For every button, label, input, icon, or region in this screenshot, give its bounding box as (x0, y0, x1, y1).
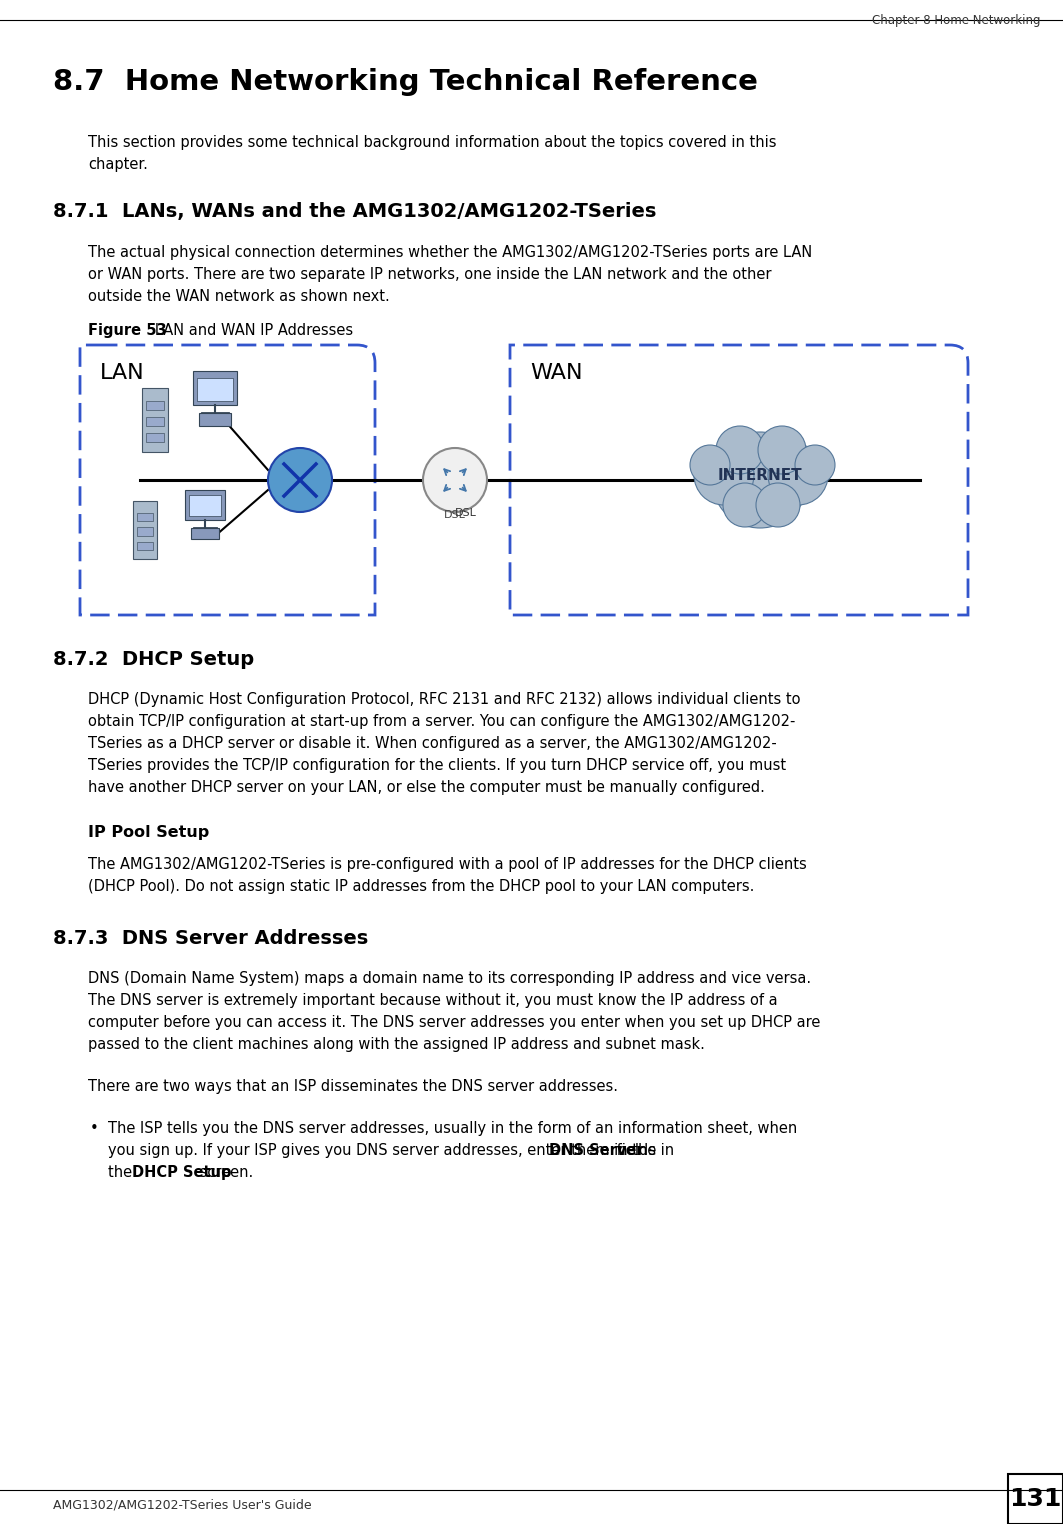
Text: The ISP tells you the DNS server addresses, usually in the form of an informatio: The ISP tells you the DNS server address… (108, 1122, 797, 1135)
Text: •: • (90, 1122, 99, 1135)
Text: outside the WAN network as shown next.: outside the WAN network as shown next. (88, 290, 390, 303)
Text: LAN and WAN IP Addresses: LAN and WAN IP Addresses (141, 323, 353, 338)
Circle shape (423, 448, 487, 512)
Text: TSeries provides the TCP/IP configuration for the clients. If you turn DHCP serv: TSeries provides the TCP/IP configuratio… (88, 757, 787, 773)
Text: DHCP (Dynamic Host Configuration Protocol, RFC 2131 and RFC 2132) allows individ: DHCP (Dynamic Host Configuration Protoco… (88, 692, 800, 707)
Text: computer before you can access it. The DNS server addresses you enter when you s: computer before you can access it. The D… (88, 1015, 821, 1030)
Text: DHCP Setup: DHCP Setup (132, 1164, 231, 1180)
Text: This section provides some technical background information about the topics cov: This section provides some technical bac… (88, 136, 776, 149)
Text: 8.7.1  LANs, WANs and the AMG1302/AMG1202-TSeries: 8.7.1 LANs, WANs and the AMG1302/AMG1202… (53, 203, 656, 221)
Text: WAN: WAN (530, 363, 583, 383)
Bar (199, 413, 231, 427)
Text: have another DHCP server on your LAN, or else the computer must be manually conf: have another DHCP server on your LAN, or… (88, 780, 765, 796)
Text: chapter.: chapter. (88, 157, 148, 172)
Circle shape (268, 448, 332, 512)
Text: (DHCP Pool). Do not assign static IP addresses from the DHCP pool to your LAN co: (DHCP Pool). Do not assign static IP add… (88, 879, 755, 895)
Bar (146, 433, 164, 442)
Text: The DNS server is extremely important because without it, you must know the IP a: The DNS server is extremely important be… (88, 994, 778, 1007)
Text: passed to the client machines along with the assigned IP address and subnet mask: passed to the client machines along with… (88, 1036, 705, 1052)
Bar (137, 512, 153, 521)
Circle shape (690, 445, 730, 485)
Circle shape (767, 445, 828, 504)
Text: obtain TCP/IP configuration at start-up from a server. You can configure the AMG: obtain TCP/IP configuration at start-up … (88, 715, 795, 728)
Text: 8.7.2  DHCP Setup: 8.7.2 DHCP Setup (53, 651, 254, 669)
Circle shape (758, 427, 806, 474)
Text: fields in: fields in (612, 1143, 674, 1158)
Text: 8.7.3  DNS Server Addresses: 8.7.3 DNS Server Addresses (53, 930, 368, 948)
Text: or WAN ports. There are two separate IP networks, one inside the LAN network and: or WAN ports. There are two separate IP … (88, 267, 772, 282)
Text: The AMG1302/AMG1202-TSeries is pre-configured with a pool of IP addresses for th: The AMG1302/AMG1202-TSeries is pre-confi… (88, 856, 807, 872)
Text: Figure 53: Figure 53 (88, 323, 167, 338)
Text: IP Pool Setup: IP Pool Setup (88, 824, 209, 840)
Text: Chapter 8 Home Networking: Chapter 8 Home Networking (872, 14, 1040, 27)
Bar (142, 389, 168, 451)
Text: INTERNET: INTERNET (718, 468, 803, 483)
Bar (146, 401, 164, 410)
Bar (137, 527, 153, 536)
Text: screen.: screen. (195, 1164, 253, 1180)
Bar (193, 372, 237, 405)
Bar (146, 418, 164, 427)
Text: DNS Server: DNS Server (549, 1143, 643, 1158)
Circle shape (795, 445, 836, 485)
Text: you sign up. If your ISP gives you DNS server addresses, enter them in the: you sign up. If your ISP gives you DNS s… (108, 1143, 661, 1158)
Bar (137, 543, 153, 550)
Text: There are two ways that an ISP disseminates the DNS server addresses.: There are two ways that an ISP dissemina… (88, 1079, 618, 1094)
Text: the: the (108, 1164, 137, 1180)
Circle shape (716, 427, 764, 474)
Bar (190, 527, 219, 539)
Text: LAN: LAN (100, 363, 145, 383)
Bar (197, 378, 233, 401)
Circle shape (723, 483, 767, 527)
Circle shape (712, 431, 808, 527)
Text: The actual physical connection determines whether the AMG1302/AMG1202-TSeries po: The actual physical connection determine… (88, 245, 812, 261)
Bar (134, 501, 156, 559)
Text: DSL: DSL (455, 507, 477, 518)
Bar (1008, 1474, 1063, 1524)
Bar (189, 495, 221, 517)
Circle shape (694, 445, 754, 504)
Text: AMG1302/AMG1202-TSeries User's Guide: AMG1302/AMG1202-TSeries User's Guide (53, 1498, 311, 1510)
Text: 8.7  Home Networking Technical Reference: 8.7 Home Networking Technical Reference (53, 69, 758, 96)
Text: 131: 131 (1009, 1487, 1061, 1510)
Circle shape (756, 483, 800, 527)
Text: TSeries as a DHCP server or disable it. When configured as a server, the AMG1302: TSeries as a DHCP server or disable it. … (88, 736, 777, 751)
Text: DSL: DSL (444, 511, 466, 520)
Text: DNS (Domain Name System) maps a domain name to its corresponding IP address and : DNS (Domain Name System) maps a domain n… (88, 971, 811, 986)
Bar (185, 489, 225, 520)
